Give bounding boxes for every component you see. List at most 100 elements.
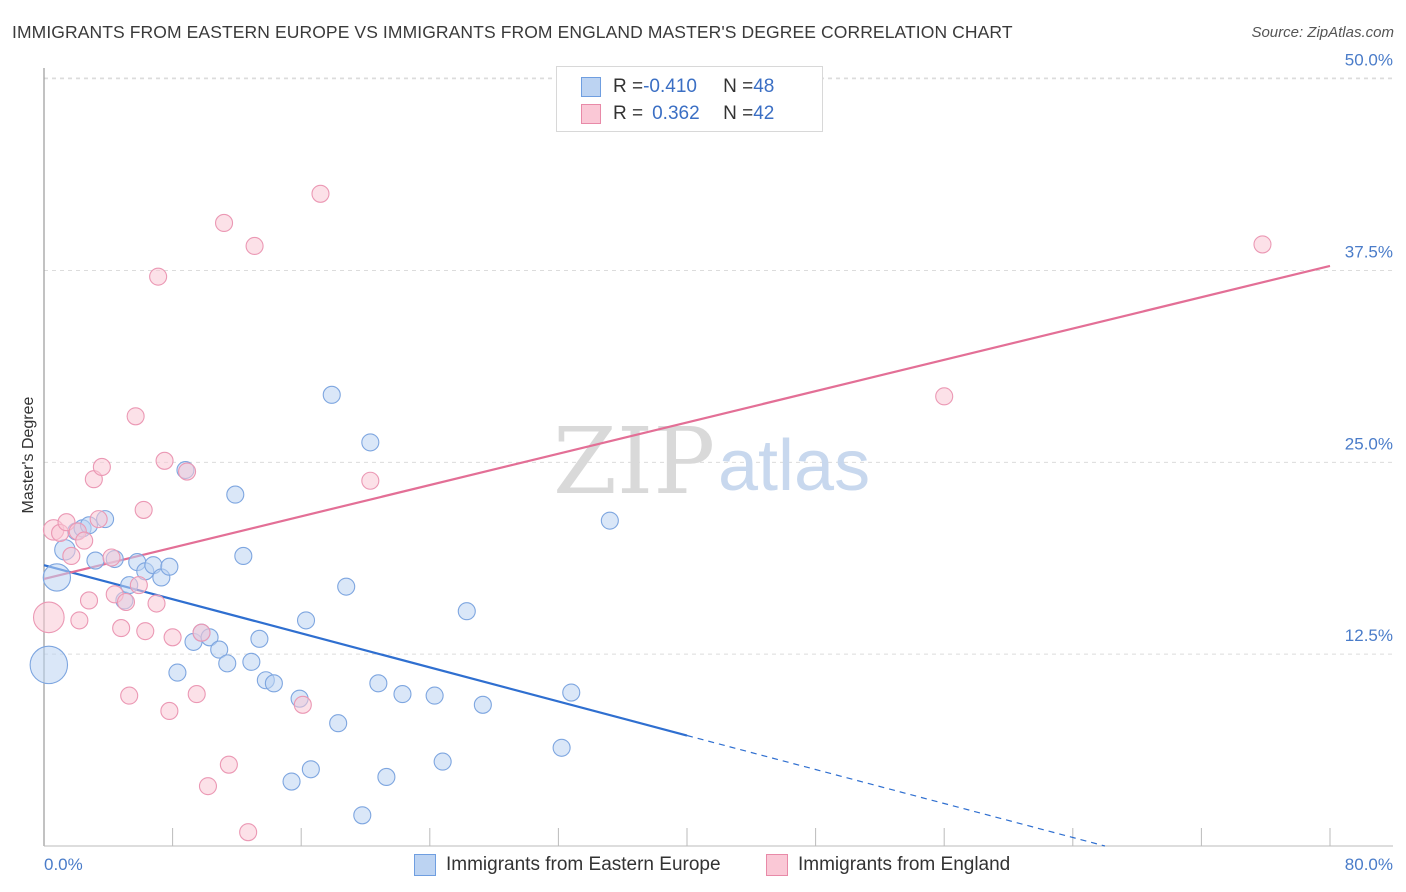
legend-n-value: 48 bbox=[753, 76, 775, 97]
x-ticks bbox=[172, 828, 1331, 846]
point-eastern-europe bbox=[369, 674, 388, 693]
point-england bbox=[214, 213, 234, 232]
point-england bbox=[79, 591, 99, 610]
axes bbox=[43, 68, 1393, 847]
point-eastern-europe bbox=[562, 683, 581, 702]
legend-swatch-pink bbox=[581, 104, 601, 124]
point-eastern-europe bbox=[433, 752, 452, 771]
point-england bbox=[239, 823, 258, 842]
legend-row-eastern-europe: R = -0.410 N = 48 bbox=[581, 74, 774, 100]
point-eastern-europe bbox=[160, 557, 179, 576]
point-england bbox=[192, 623, 211, 642]
y-tick-label: 12.5% bbox=[1345, 626, 1393, 645]
point-england bbox=[163, 628, 182, 647]
y-axis-label: Master's Degree bbox=[20, 396, 37, 513]
bottom-legend-label: Immigrants from Eastern Europe bbox=[446, 854, 721, 875]
correlation-legend: R = -0.410 N = 48 R = 0.362 N = 42 bbox=[556, 66, 823, 132]
watermark-atlas: atlas bbox=[718, 426, 870, 506]
trend-line-eastern-europe-extension bbox=[686, 734, 1106, 847]
point-england bbox=[92, 457, 111, 477]
point-england bbox=[155, 451, 174, 470]
legend-swatch-blue bbox=[581, 77, 601, 97]
trend-line-eastern-europe bbox=[43, 564, 688, 737]
point-eastern-europe bbox=[457, 602, 476, 621]
point-eastern-europe bbox=[393, 685, 412, 704]
bottom-legend-swatch-blue bbox=[414, 854, 436, 876]
point-england bbox=[149, 267, 168, 286]
point-eastern-europe bbox=[296, 611, 316, 630]
point-eastern-europe bbox=[600, 511, 619, 530]
bottom-legend-label: Immigrants from England bbox=[798, 854, 1011, 875]
point-eastern-europe bbox=[322, 385, 341, 404]
bottom-legend-england: Immigrants from England bbox=[766, 852, 1010, 878]
legend-row-england: R = 0.362 N = 42 bbox=[581, 101, 774, 127]
legend-r-label: R = bbox=[613, 76, 644, 97]
point-eastern-europe bbox=[552, 738, 571, 757]
point-england bbox=[32, 601, 65, 634]
point-england bbox=[112, 619, 131, 638]
legend-n-label: N = bbox=[723, 103, 754, 124]
data-points bbox=[29, 184, 1272, 842]
point-england bbox=[293, 695, 312, 714]
point-england bbox=[198, 777, 218, 796]
point-eastern-europe bbox=[264, 674, 283, 693]
point-eastern-europe bbox=[361, 433, 380, 452]
point-eastern-europe bbox=[250, 629, 269, 648]
point-england bbox=[134, 500, 153, 519]
point-england bbox=[129, 576, 148, 595]
point-england bbox=[178, 462, 197, 481]
point-england bbox=[70, 611, 89, 630]
point-eastern-europe bbox=[377, 767, 396, 786]
y-tick-labels: 12.5% 25.0% 37.5% 50.0% bbox=[1345, 51, 1393, 645]
watermark-zip: ZIP bbox=[553, 408, 715, 515]
point-eastern-europe bbox=[425, 686, 444, 705]
point-eastern-europe bbox=[218, 654, 237, 673]
point-england bbox=[311, 184, 330, 203]
point-eastern-europe bbox=[210, 640, 229, 659]
trend-line-england bbox=[43, 264, 1331, 581]
point-eastern-europe bbox=[226, 485, 245, 504]
point-england bbox=[160, 701, 179, 721]
point-eastern-europe bbox=[242, 652, 261, 671]
y-tick-label: 25.0% bbox=[1345, 434, 1393, 453]
point-eastern-europe bbox=[473, 695, 492, 714]
watermark: ZIP atlas bbox=[553, 408, 870, 515]
point-eastern-europe bbox=[234, 546, 253, 566]
point-england bbox=[361, 471, 380, 490]
point-eastern-europe bbox=[282, 772, 301, 791]
point-eastern-europe bbox=[168, 663, 187, 682]
point-england bbox=[1253, 235, 1272, 254]
legend-n-label: N = bbox=[723, 76, 754, 97]
point-england bbox=[89, 510, 108, 529]
point-england bbox=[120, 686, 139, 705]
point-england bbox=[187, 685, 206, 704]
point-england bbox=[245, 236, 264, 256]
bottom-legend-swatch-pink bbox=[766, 854, 788, 876]
point-eastern-europe bbox=[353, 806, 372, 825]
point-eastern-europe bbox=[42, 563, 72, 592]
point-england bbox=[126, 407, 145, 426]
legend-n-value: 42 bbox=[753, 103, 775, 124]
point-england bbox=[75, 531, 94, 550]
point-england bbox=[147, 594, 166, 613]
point-eastern-europe bbox=[301, 760, 320, 779]
grid-lines bbox=[44, 77, 1393, 655]
y-tick-label: 50.0% bbox=[1345, 51, 1393, 70]
point-england bbox=[62, 546, 81, 566]
legend-r-value: -0.410 bbox=[643, 76, 697, 97]
point-england bbox=[102, 548, 121, 567]
point-england bbox=[219, 755, 238, 774]
point-england bbox=[136, 622, 155, 641]
x-tick-label-min: 0.0% bbox=[44, 855, 83, 874]
y-tick-label: 37.5% bbox=[1345, 243, 1393, 262]
trend-lines bbox=[43, 264, 1331, 847]
point-eastern-europe bbox=[29, 645, 69, 685]
legend-r-value: 0.362 bbox=[652, 103, 700, 124]
point-eastern-europe bbox=[329, 714, 348, 733]
x-tick-label-max: 80.0% bbox=[1345, 855, 1393, 874]
source-label: Source: ZipAtlas.com bbox=[1251, 24, 1394, 41]
point-england bbox=[116, 592, 136, 612]
legend-r-label: R = bbox=[613, 103, 644, 124]
point-eastern-europe bbox=[86, 551, 105, 570]
